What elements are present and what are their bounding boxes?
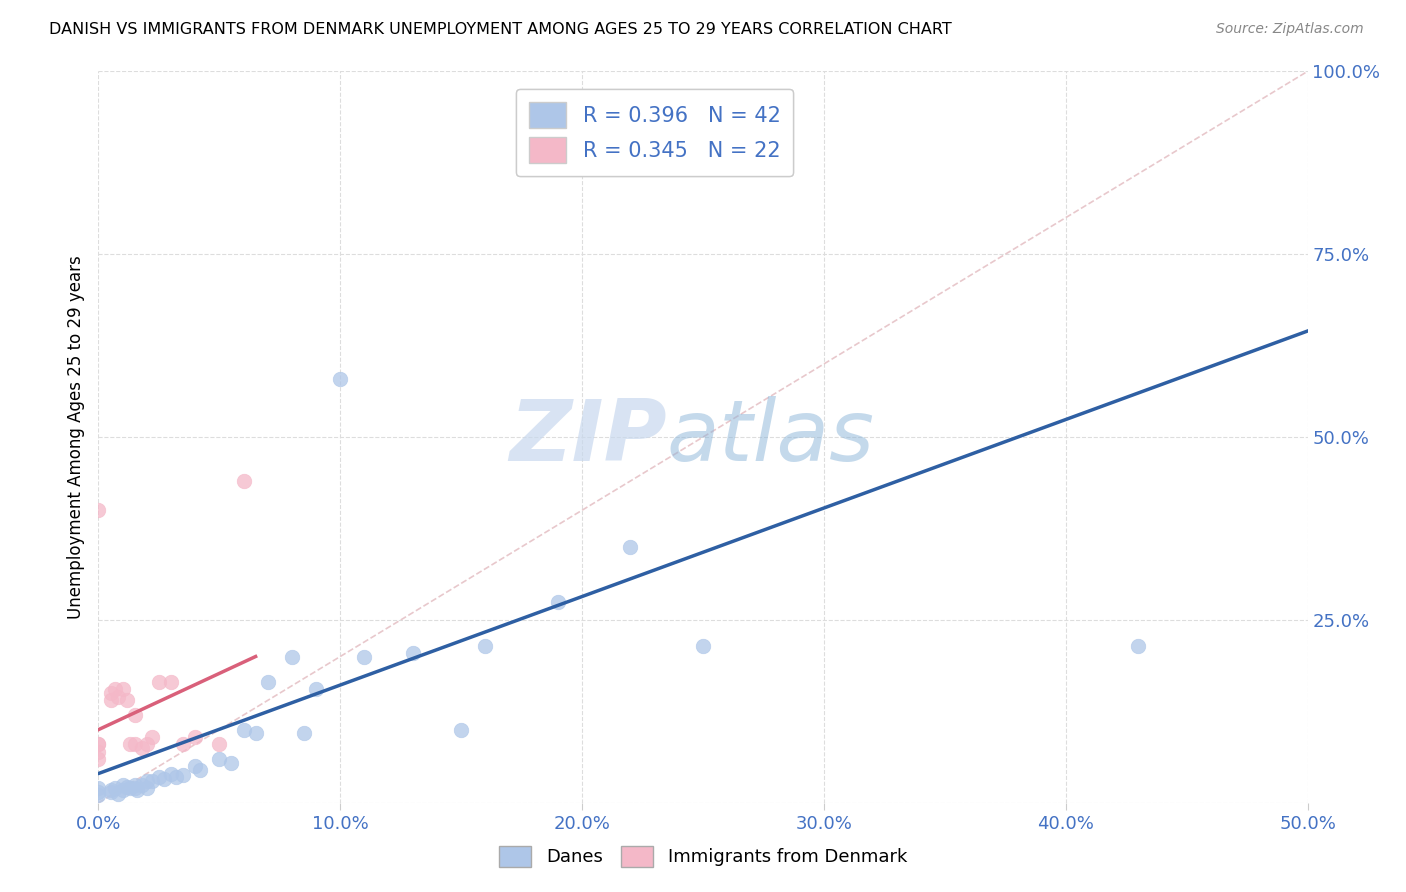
Point <box>104 682 127 697</box>
Point <box>184 730 207 744</box>
Point <box>100 686 122 700</box>
Point <box>353 649 375 664</box>
Point <box>256 675 278 690</box>
Point <box>111 782 134 797</box>
Point <box>474 639 496 653</box>
Point <box>100 693 122 707</box>
Point <box>172 737 194 751</box>
Text: DANISH VS IMMIGRANTS FROM DENMARK UNEMPLOYMENT AMONG AGES 25 TO 29 YEARS CORRELA: DANISH VS IMMIGRANTS FROM DENMARK UNEMPL… <box>49 22 952 37</box>
Point <box>148 770 170 784</box>
Point <box>160 766 183 780</box>
Point <box>292 726 315 740</box>
Point <box>165 770 187 784</box>
Point <box>124 778 146 792</box>
Point <box>1128 639 1150 653</box>
Point <box>111 682 134 697</box>
Point <box>221 756 243 770</box>
Point <box>104 781 127 796</box>
Point <box>619 540 641 554</box>
Point <box>87 789 110 803</box>
Point <box>87 745 110 759</box>
Point <box>281 649 304 664</box>
Point <box>245 726 267 740</box>
Point <box>305 682 328 697</box>
Point <box>87 737 110 751</box>
Point <box>118 737 141 751</box>
Point <box>127 782 149 797</box>
Text: atlas: atlas <box>666 395 875 479</box>
Point <box>131 740 153 755</box>
Point <box>172 768 194 782</box>
Point <box>184 759 207 773</box>
Point <box>208 737 231 751</box>
Point <box>87 503 110 517</box>
Point <box>87 752 110 766</box>
Point <box>135 781 157 796</box>
Point <box>111 778 134 792</box>
Point <box>232 723 254 737</box>
Point <box>87 737 110 751</box>
Legend: R = 0.396   N = 42, R = 0.345   N = 22: R = 0.396 N = 42, R = 0.345 N = 22 <box>516 89 793 176</box>
Text: Source: ZipAtlas.com: Source: ZipAtlas.com <box>1216 22 1364 37</box>
Point <box>124 737 146 751</box>
Point <box>141 773 163 788</box>
Point <box>124 781 146 796</box>
Point <box>117 693 139 707</box>
Point <box>131 778 153 792</box>
Point <box>118 781 141 796</box>
Point <box>87 785 110 799</box>
Point <box>152 772 174 787</box>
Point <box>188 763 211 777</box>
Point <box>100 782 122 797</box>
Point <box>232 474 254 488</box>
Point <box>117 780 139 794</box>
Point <box>450 723 472 737</box>
Legend: Danes, Immigrants from Denmark: Danes, Immigrants from Denmark <box>492 838 914 874</box>
Point <box>87 781 110 796</box>
Point <box>107 690 129 704</box>
Point <box>135 737 157 751</box>
Point <box>100 785 122 799</box>
Point <box>547 594 569 608</box>
Point <box>141 730 163 744</box>
Point <box>135 773 157 788</box>
Point <box>329 371 352 385</box>
Text: ZIP: ZIP <box>509 395 666 479</box>
Point <box>692 639 714 653</box>
Y-axis label: Unemployment Among Ages 25 to 29 years: Unemployment Among Ages 25 to 29 years <box>66 255 84 619</box>
Point <box>208 752 231 766</box>
Point <box>148 675 170 690</box>
Point <box>107 787 129 801</box>
Point <box>124 708 146 723</box>
Point <box>160 675 183 690</box>
Point <box>402 646 425 660</box>
